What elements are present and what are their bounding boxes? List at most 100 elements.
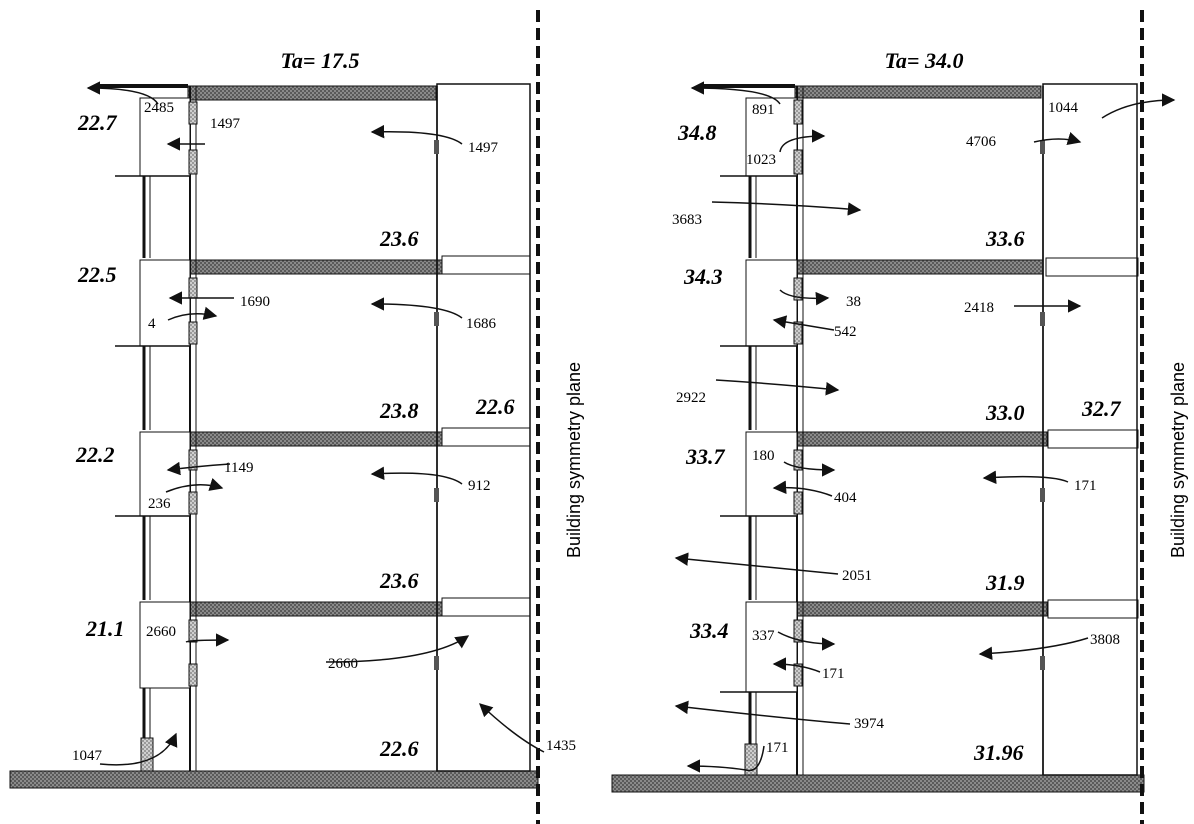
vent-opening <box>188 449 198 471</box>
symmetry-plane-label: Building symmetry plane <box>1168 362 1188 558</box>
vent-opening <box>434 488 439 502</box>
flow-value: 4 <box>148 316 156 332</box>
airflow-arrow <box>1033 132 1082 145</box>
vent-opening <box>188 491 198 515</box>
airflow-arrow <box>715 379 840 396</box>
ground-slab <box>9 770 539 789</box>
airflow-arrow <box>711 201 862 216</box>
vent-opening <box>793 149 803 175</box>
corridor-slab <box>1045 257 1139 277</box>
vent-opening <box>434 312 439 326</box>
flow-value: 891 <box>752 102 775 118</box>
facade-cavity-box <box>139 97 191 177</box>
vent-opening <box>188 663 198 687</box>
vent-opening <box>793 491 803 515</box>
flow-value: 3974 <box>854 716 885 732</box>
panel-title: Ta= 17.5 <box>281 48 360 73</box>
facade-cavity-box <box>745 431 798 517</box>
flow-value: 1044 <box>1048 100 1079 116</box>
airflow-arrow <box>779 129 826 153</box>
vent-opening <box>188 277 198 299</box>
temperature-value: 34.3 <box>683 264 723 289</box>
airflow-arrow <box>370 124 463 145</box>
airflow-arrow <box>674 700 851 725</box>
flow-value: 1690 <box>240 294 270 310</box>
vent-opening <box>793 277 803 301</box>
airflow-arrow <box>982 470 1069 485</box>
airflow-arrow <box>165 477 224 493</box>
temperature-value: 22.5 <box>77 262 117 287</box>
flow-value: 236 <box>148 496 171 512</box>
roof-slab <box>794 85 1042 99</box>
temperature-value: 23.6 <box>379 568 419 593</box>
flow-value: 1023 <box>746 152 776 168</box>
airflow-arrow <box>772 657 821 673</box>
airflow-arrow <box>185 633 230 647</box>
floor-slab <box>187 601 443 617</box>
airflow-arrow <box>772 480 833 497</box>
temperature-value: 22.2 <box>75 442 115 467</box>
airflow-arrow <box>783 461 836 477</box>
vent-opening <box>793 619 803 643</box>
facade-cavity-box <box>139 601 191 689</box>
temperature-value: 32.7 <box>1081 396 1122 421</box>
temperature-value: 22.7 <box>77 110 118 135</box>
airflow-arrow <box>772 315 835 331</box>
vent-opening <box>140 737 154 772</box>
flow-value: 2660 <box>146 624 176 640</box>
vent-opening <box>1040 312 1045 326</box>
airflow-arrow <box>674 552 839 575</box>
corridor-slab <box>441 427 531 447</box>
facade-cavity-box <box>745 259 798 347</box>
right-panel: Ta= 34.0 <box>611 10 1188 824</box>
airflow-arrow <box>86 81 159 105</box>
flow-value: 3683 <box>672 212 702 228</box>
corridor-slab <box>441 597 531 617</box>
vent-opening <box>188 149 198 175</box>
corridor-slab <box>1047 429 1139 449</box>
airflow-arrow <box>978 637 1089 661</box>
vent-opening <box>188 619 198 643</box>
flow-value: 1149 <box>224 460 253 476</box>
floor-slab <box>794 601 1048 617</box>
flow-value: 2485 <box>144 100 174 116</box>
panel-title: Ta= 34.0 <box>885 48 964 73</box>
vent-opening <box>188 101 198 125</box>
temperature-value: 22.6 <box>379 736 419 761</box>
floor-slab <box>794 431 1048 447</box>
airflow-arrow <box>779 289 830 306</box>
temperature-value: 22.6 <box>475 394 515 419</box>
airflow-arrow <box>1101 93 1176 119</box>
temperature-value: 23.6 <box>379 226 419 251</box>
temperature-value: 23.8 <box>379 398 419 423</box>
flow-value: 171 <box>1074 478 1097 494</box>
airflow-arrow <box>99 732 178 766</box>
temperature-value: 21.1 <box>85 616 125 641</box>
floor-slab <box>187 431 443 447</box>
vent-opening <box>434 140 439 154</box>
vent-opening <box>793 663 803 687</box>
flow-value: 1435 <box>546 738 576 754</box>
roof-slab <box>187 85 437 101</box>
vent-opening <box>1040 140 1045 154</box>
airflow-arrow <box>166 461 231 476</box>
flow-value: 404 <box>834 490 857 506</box>
flow-value: 4706 <box>966 134 997 150</box>
vent-opening <box>1040 656 1045 670</box>
airflow-arrow <box>690 81 781 105</box>
flow-value: 3808 <box>1090 632 1120 648</box>
flow-value: 1047 <box>72 748 103 764</box>
flow-value: 171 <box>766 740 789 756</box>
flow-value: 2660 <box>328 656 358 672</box>
symmetry-plane-label: Building symmetry plane <box>564 362 584 558</box>
temperature-value: 33.7 <box>685 444 726 469</box>
flow-value: 2051 <box>842 568 872 584</box>
airflow-arrow <box>479 703 545 753</box>
airflow-arrow <box>686 745 765 773</box>
flow-value: 912 <box>468 478 491 494</box>
vent-opening <box>188 321 198 345</box>
vent-opening <box>1040 488 1045 502</box>
vent-opening <box>793 99 803 125</box>
left-panel: Ta= 17.5 <box>9 10 584 824</box>
